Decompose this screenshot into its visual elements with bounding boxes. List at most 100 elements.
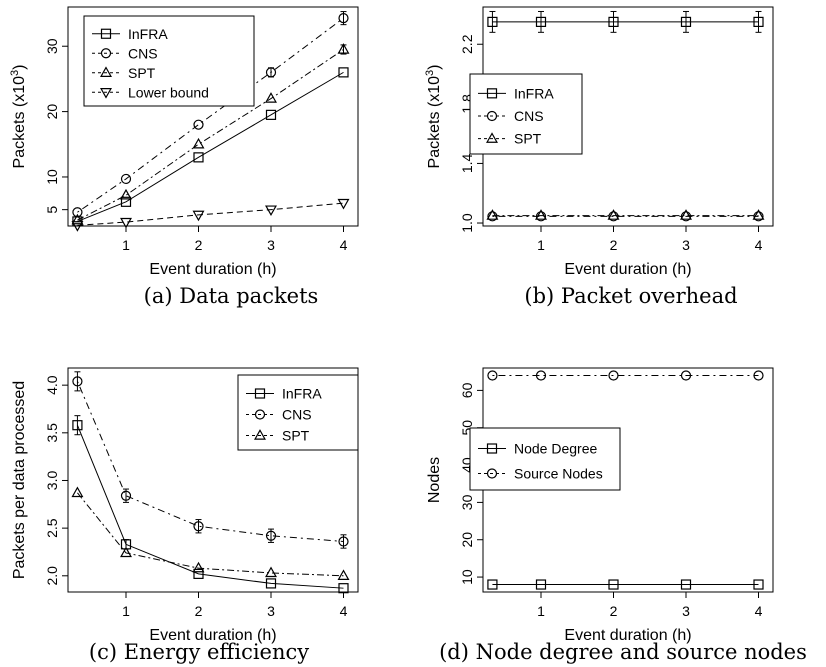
data-point: [337, 198, 350, 210]
data-point: [265, 109, 277, 120]
series-cns: [72, 11, 349, 218]
series-node-degree: [487, 579, 764, 590]
legend-marker: [486, 88, 498, 99]
data-point: [535, 209, 547, 220]
x-tick-label: 4: [340, 237, 348, 253]
legend-label: Lower bound: [128, 84, 209, 100]
y-tick-label: 1.0: [459, 213, 475, 233]
series-lower-bound: [71, 198, 350, 232]
legend-box: [469, 427, 621, 491]
series-line: [76, 381, 344, 542]
figure-caption: (c) Energy efficiency: [89, 640, 309, 664]
data-point: [752, 209, 765, 220]
series-cns: [72, 371, 349, 549]
legend-marker: [100, 48, 112, 59]
legend-box: [83, 15, 255, 107]
data-point: [487, 370, 498, 381]
x-axis-label: Event duration (h): [149, 627, 276, 644]
legend-box: [237, 374, 359, 451]
legend-label: CNS: [282, 407, 312, 423]
data-point: [535, 211, 547, 222]
data-point: [337, 43, 350, 54]
legend-marker: [254, 429, 266, 440]
y-tick-label: 30: [44, 38, 60, 54]
legend-label: InFRA: [128, 26, 168, 42]
data-point: [535, 370, 547, 381]
y-axis-label-text: Packets per data processed: [11, 381, 28, 579]
legend: InFRA CNS SPT: [469, 73, 583, 155]
data-point: [753, 579, 764, 590]
y-axis-label-text: Nodes: [426, 457, 443, 503]
series-line: [77, 71, 344, 222]
plot-frame: [67, 6, 359, 227]
series-line: [77, 49, 344, 221]
y-tick-label: 3.0: [44, 471, 60, 491]
y-axis-label: Packets (x103): [424, 65, 443, 169]
series-spt: [71, 43, 350, 225]
y-axis-label-close: ): [426, 65, 443, 70]
x-axis: 1 2 3 4 Event duration (h): [122, 226, 348, 278]
data-point: [71, 221, 84, 232]
legend-marker: [254, 409, 266, 420]
data-point: [265, 67, 277, 78]
y-tick-label: 20: [459, 532, 475, 548]
legend-marker: [100, 88, 112, 99]
data-point: [608, 579, 619, 590]
data-point: [338, 583, 349, 594]
legend-label: InFRA: [514, 85, 554, 101]
x-tick-label: 1: [122, 237, 130, 253]
data-point: [192, 137, 205, 149]
data-point: [120, 188, 132, 200]
data-point: [72, 420, 83, 431]
x-axis: 1 2 3 4 Event duration (h): [537, 226, 763, 278]
legend-label: Source Nodes: [514, 466, 603, 482]
data-point: [71, 486, 84, 498]
series-infra: [487, 10, 764, 33]
data-point: [338, 13, 349, 24]
chart-panel-1: 1 2 3 4 Event duration (h) 5 10 20 30 Packets (x1…: [9, 6, 359, 308]
data-point: [193, 152, 204, 163]
y-axis-label-text: Packets (x10: [426, 76, 443, 169]
y-axis-label: Packets per data processed: [11, 381, 28, 579]
legend-label: Node Degree: [514, 441, 597, 457]
y-tick-label: 10: [459, 569, 475, 585]
legend: Node Degree Source Nodes: [469, 427, 621, 491]
x-axis-label: Event duration (h): [149, 261, 276, 278]
legend: InFRA CNS SPT Lower bound: [83, 15, 255, 107]
data-point: [753, 16, 764, 27]
legend-marker: [486, 110, 498, 122]
series-source-nodes: [487, 370, 764, 381]
data-point: [338, 67, 349, 78]
chart-panel-3: 1 2 3 4 Event duration (h) 2.0 2.5 3.0 3.5 4.0 Pac…: [11, 367, 359, 664]
legend-marker: [254, 388, 266, 399]
legend-label: CNS: [128, 45, 158, 61]
figure-caption: (d) Node degree and source nodes: [439, 640, 807, 664]
data-point: [72, 376, 83, 387]
legend: InFRA CNS SPT: [237, 374, 359, 451]
data-point: [608, 16, 619, 27]
data-point: [487, 16, 498, 27]
data-point: [753, 370, 764, 381]
data-point: [680, 16, 692, 27]
x-axis-label: Event duration (h): [564, 261, 691, 278]
legend-marker: [100, 28, 112, 39]
y-axis-label-exponent: 3: [424, 70, 436, 76]
series-spt: [486, 209, 765, 220]
data-point: [192, 210, 205, 222]
x-tick-label: 1: [537, 603, 545, 619]
y-tick-label: 1.4: [459, 153, 475, 173]
x-tick-label: 4: [755, 603, 763, 619]
series-cns: [487, 211, 764, 222]
legend-marker: [486, 132, 498, 143]
data-point: [680, 211, 692, 222]
legend-box: [469, 73, 583, 155]
data-point: [535, 579, 547, 590]
x-tick-label: 1: [537, 237, 545, 253]
data-point: [193, 521, 204, 532]
y-tick-label: 3.5: [44, 423, 60, 443]
data-point: [120, 217, 132, 229]
x-axis: 1 2 3 4 Event duration (h): [537, 592, 763, 644]
